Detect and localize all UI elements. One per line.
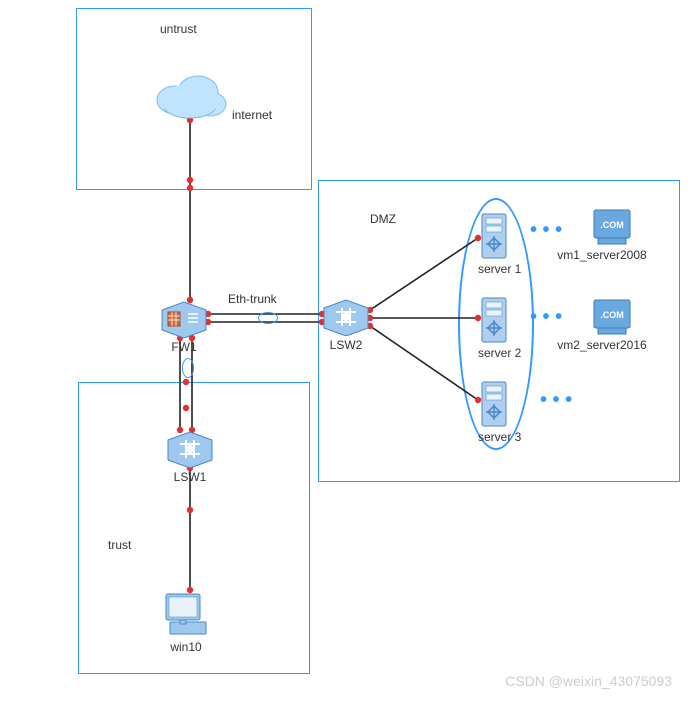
internet-node: internet bbox=[150, 70, 230, 120]
fw1-node: FW1 bbox=[160, 300, 208, 354]
lsw2-label: LSW2 bbox=[322, 338, 370, 352]
eth-trunk-ellipse-1 bbox=[258, 312, 278, 324]
internet-label: internet bbox=[232, 108, 272, 122]
switch-icon bbox=[322, 298, 370, 336]
fw1-label: FW1 bbox=[160, 340, 208, 354]
win10-label: win10 bbox=[160, 640, 212, 654]
server1-label: server 1 bbox=[478, 262, 510, 276]
server1-node: server 1 bbox=[478, 212, 510, 276]
vm1-node: .COM vm1_server2008 bbox=[572, 206, 652, 262]
lsw1-node: LSW1 bbox=[166, 430, 214, 484]
win10-node: win10 bbox=[160, 590, 212, 654]
vm2-node: .COM vm2_server2016 bbox=[572, 296, 652, 352]
switch-icon bbox=[166, 430, 214, 468]
comhost-icon: .COM bbox=[592, 206, 632, 246]
svg-text:.COM: .COM bbox=[600, 220, 624, 230]
dots-3: • • • bbox=[540, 395, 572, 405]
server-icon bbox=[478, 212, 510, 260]
lsw2-node: LSW2 bbox=[322, 298, 370, 352]
vm2-label: vm2_server2016 bbox=[552, 338, 652, 352]
firewall-icon bbox=[160, 300, 208, 338]
eth-trunk-ellipse-2 bbox=[182, 358, 194, 378]
server-icon bbox=[478, 380, 510, 428]
server3-node: server 3 bbox=[478, 380, 510, 444]
zone-dmz-label: DMZ bbox=[370, 212, 396, 226]
server2-label: server 2 bbox=[478, 346, 510, 360]
zone-untrust-label: untrust bbox=[160, 22, 197, 36]
pc-icon bbox=[160, 590, 212, 638]
comhost-icon: .COM bbox=[592, 296, 632, 336]
svg-text:.COM: .COM bbox=[600, 310, 624, 320]
watermark: CSDN @weixin_43075093 bbox=[505, 673, 672, 689]
cloud-icon bbox=[150, 70, 230, 120]
zone-trust-label: trust bbox=[108, 538, 131, 552]
dots-1: • • • bbox=[530, 225, 562, 235]
vm1-label: vm1_server2008 bbox=[552, 248, 652, 262]
dots-2: • • • bbox=[530, 312, 562, 322]
lsw1-label: LSW1 bbox=[166, 470, 214, 484]
server3-label: server 3 bbox=[478, 430, 510, 444]
server-icon bbox=[478, 296, 510, 344]
eth-trunk-label: Eth-trunk bbox=[228, 292, 277, 306]
server2-node: server 2 bbox=[478, 296, 510, 360]
